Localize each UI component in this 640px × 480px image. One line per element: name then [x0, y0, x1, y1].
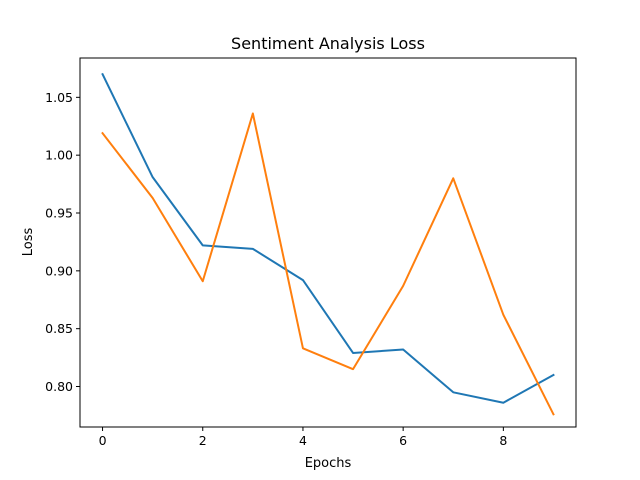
y-tick-label: 0.95: [45, 206, 73, 221]
y-tick-label: 1.05: [45, 90, 73, 105]
series-line-2: [101, 112, 555, 416]
x-axis-label: Epochs: [305, 456, 352, 471]
y-tick-label: 0.90: [45, 263, 73, 278]
y-tick-label: 0.80: [45, 379, 73, 394]
x-tick-label: 2: [199, 433, 207, 448]
plot-frame: [79, 57, 577, 428]
x-axis-ticks: 0 2 4 6 8: [99, 427, 507, 448]
y-tick-label: 0.85: [45, 321, 73, 336]
series-line-1: [101, 72, 555, 404]
x-tick-label: 8: [499, 433, 507, 448]
chart-title: Sentiment Analysis Loss: [231, 34, 425, 53]
series-group: [101, 72, 555, 416]
x-tick-label: 0: [99, 433, 107, 448]
y-axis-label: Loss: [21, 228, 36, 257]
y-axis-ticks: 0.80 0.85 0.90 0.95 1.00 1.05: [45, 90, 80, 394]
y-tick-label: 1.00: [45, 148, 73, 163]
x-tick-label: 4: [299, 433, 307, 448]
x-tick-label: 6: [399, 433, 407, 448]
